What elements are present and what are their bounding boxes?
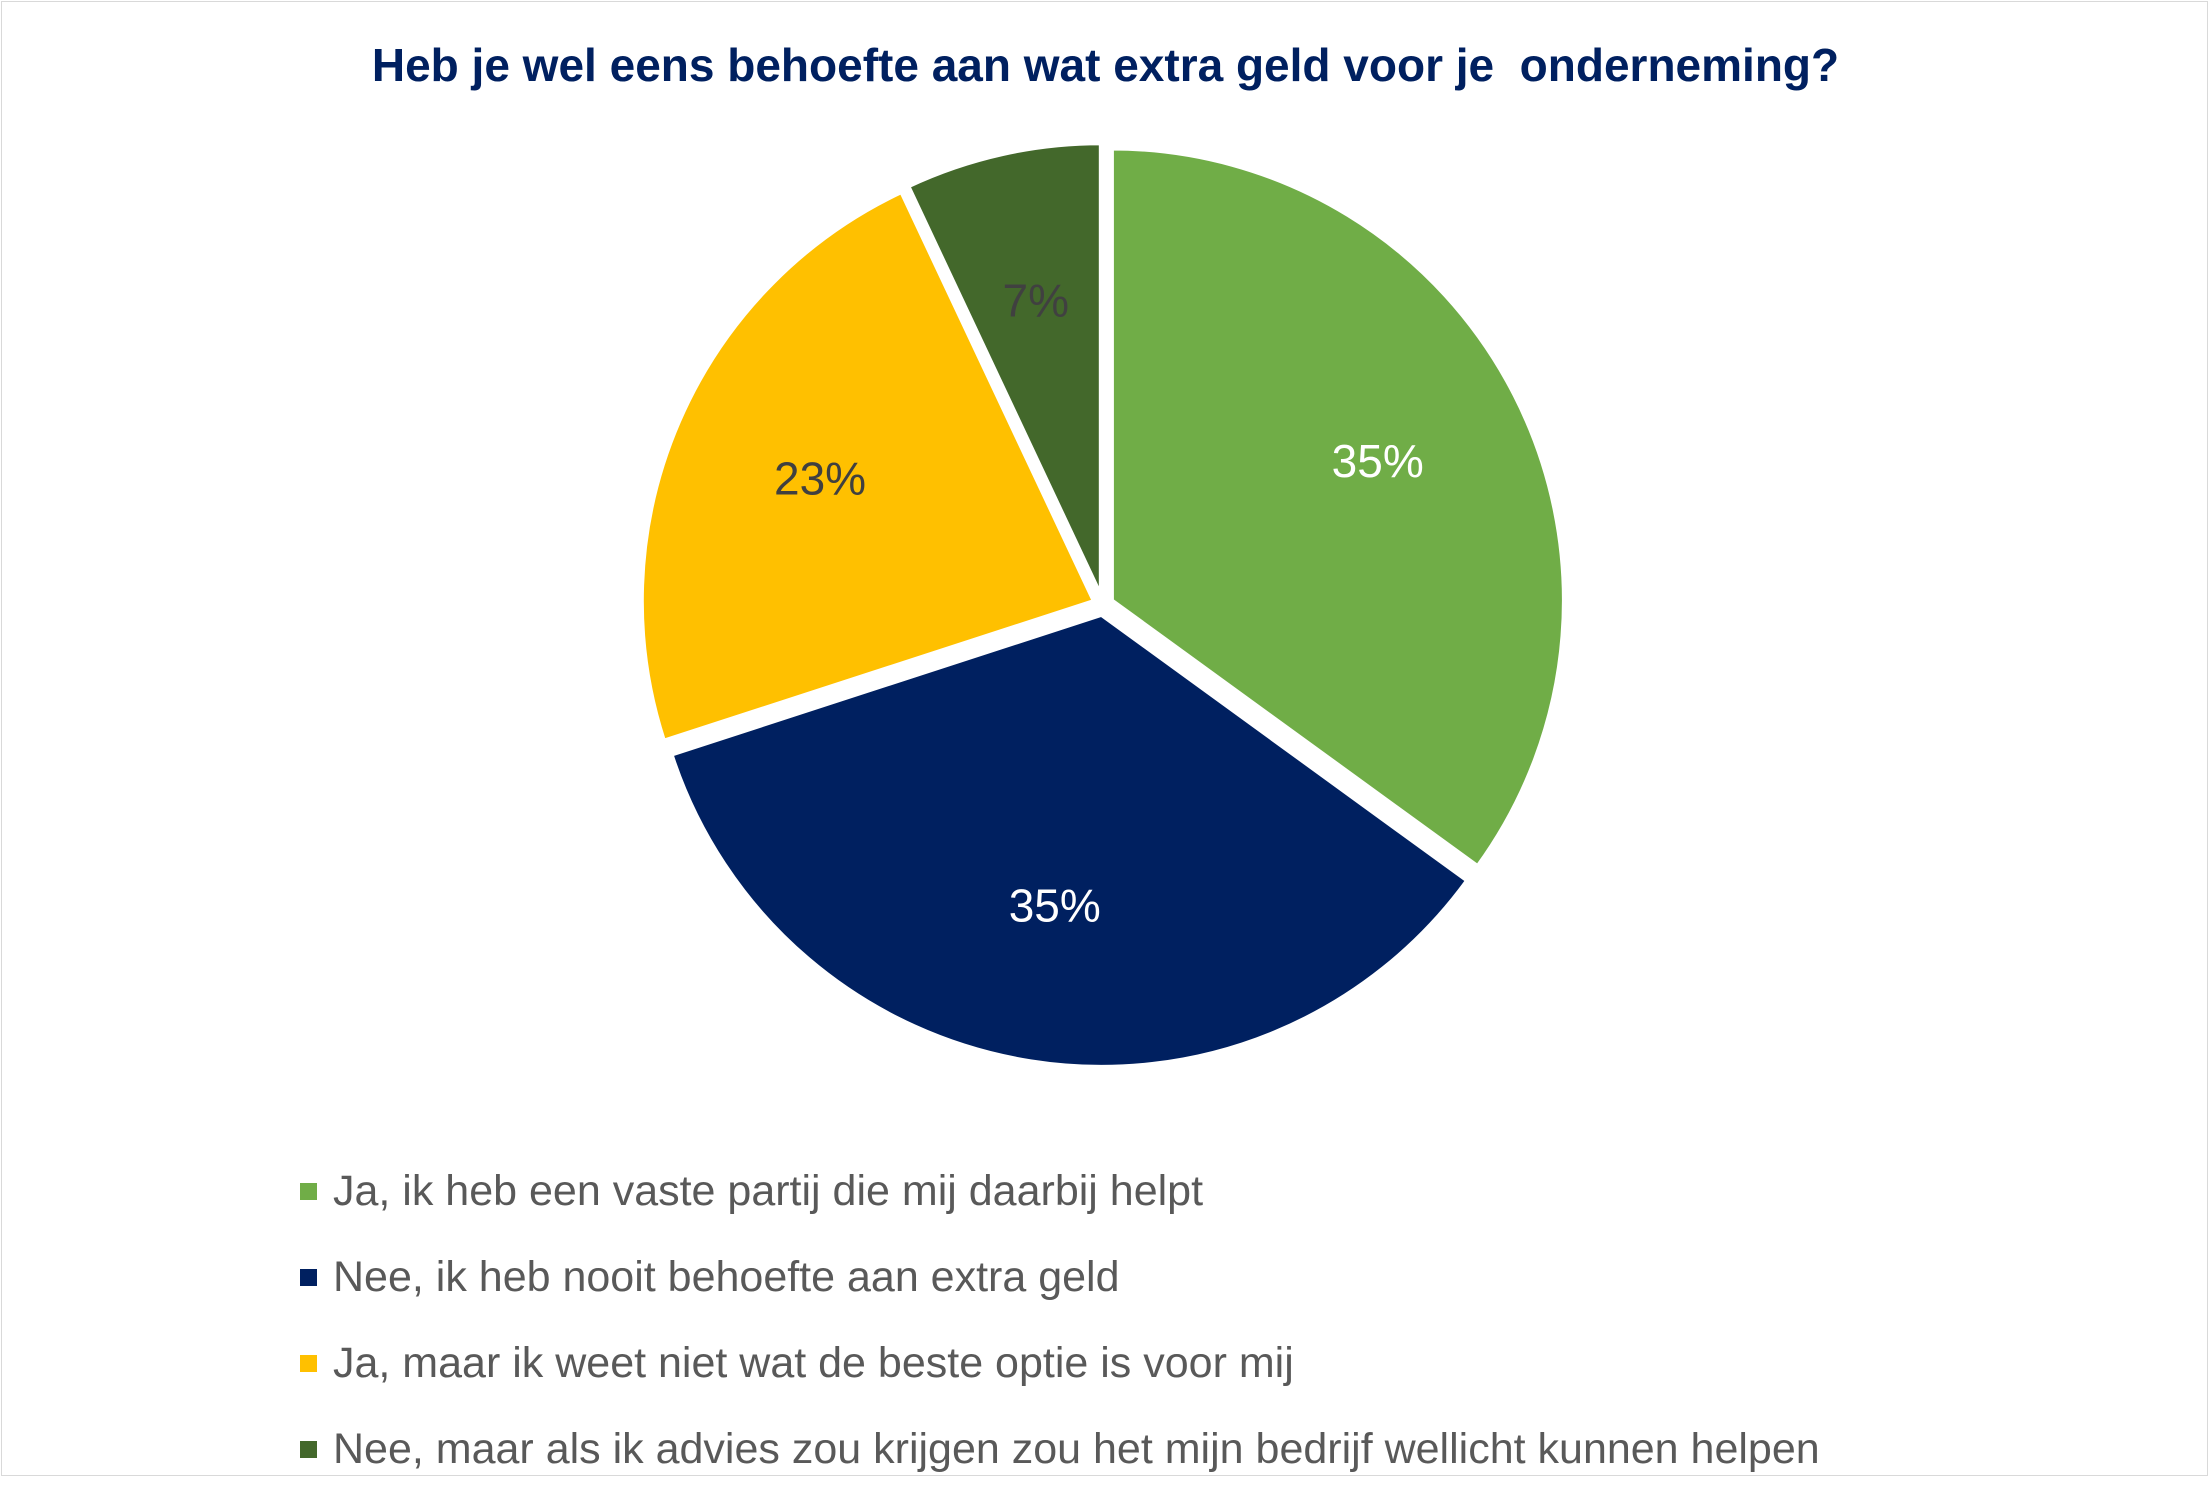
slice-value-label: 35% [1009,880,1101,932]
legend-label: Ja, ik heb een vaste partij die mij daar… [333,1166,1204,1215]
legend-item: Ja, maar ik weet niet wat de beste optie… [300,1320,1820,1406]
slice-value-label: 35% [1332,435,1424,487]
legend-swatch [300,1440,317,1458]
pie-slice [905,141,1103,597]
chart-title: Heb je wel eens behoefte aan wat extra g… [371,39,1840,91]
slice-value-label: 23% [774,453,866,505]
legend-swatch [300,1268,317,1286]
pie-slice [1109,146,1566,869]
legend-item: Nee, ik heb nooit behoefte aan extra gel… [300,1234,1820,1320]
legend: Ja, ik heb een vaste partij die mij daar… [300,1148,1820,1492]
legend-item: Nee, maar als ik advies zou krijgen zou … [300,1406,1820,1492]
legend-swatch [300,1182,317,1200]
legend-item: Ja, ik heb een vaste partij die mij daar… [300,1148,1820,1234]
legend-label: Ja, maar ik weet niet wat de beste optie… [333,1338,1294,1387]
legend-swatch [300,1354,317,1372]
pie-slice [669,612,1470,1069]
slice-value-label: 7% [1002,274,1068,326]
pie-slice [639,189,1097,744]
legend-label: Nee, ik heb nooit behoefte aan extra gel… [333,1252,1120,1301]
legend-label: Nee, maar als ik advies zou krijgen zou … [333,1424,1820,1473]
